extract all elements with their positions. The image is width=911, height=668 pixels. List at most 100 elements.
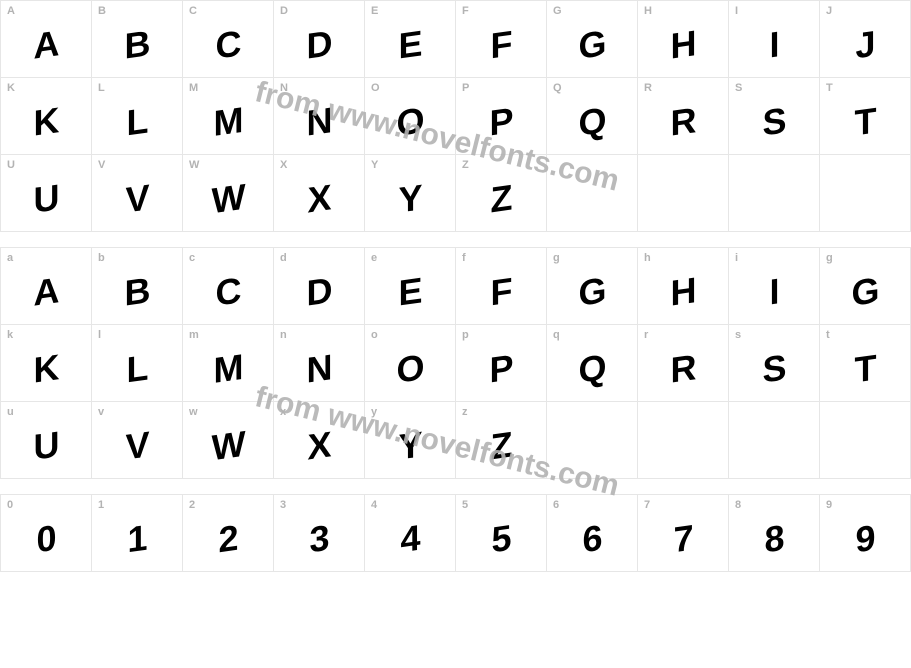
cell-label: V: [98, 159, 105, 171]
cell-label: U: [7, 159, 15, 171]
glyph-cell: [547, 155, 638, 232]
cell-label: 7: [644, 499, 650, 511]
glyph-cell: hh: [638, 248, 729, 325]
cell-glyph: k: [34, 346, 59, 392]
glyph-cell: kk: [1, 325, 92, 402]
glyph-cell: UU: [1, 155, 92, 232]
cell-glyph: h: [671, 269, 696, 315]
cell-glyph: b: [125, 269, 150, 315]
cell-label: s: [735, 329, 741, 341]
glyph-cell: WW: [183, 155, 274, 232]
cell-label: G: [553, 5, 562, 17]
cell-label: R: [644, 82, 652, 94]
glyph-cell: vv: [92, 402, 183, 479]
cell-glyph: K: [34, 99, 59, 145]
glyph-cell: MM: [183, 78, 274, 155]
cell-glyph: o: [396, 346, 423, 392]
glyph-cell: [547, 402, 638, 479]
cell-glyph: w: [212, 423, 245, 470]
cell-glyph: O: [396, 99, 423, 145]
cell-glyph: D: [307, 22, 332, 68]
cell-glyph: 6: [582, 517, 601, 562]
cell-label: o: [371, 329, 378, 341]
glyph-cell: 33: [274, 495, 365, 572]
cell-label: x: [280, 406, 286, 418]
glyph-cell: QQ: [547, 78, 638, 155]
glyph-cell: [820, 402, 911, 479]
cell-glyph: Y: [398, 176, 421, 221]
cell-glyph: u: [34, 423, 59, 469]
glyph-cell: AA: [1, 1, 92, 78]
cell-label: 4: [371, 499, 377, 511]
glyph-cell: 22: [183, 495, 274, 572]
cell-label: Q: [553, 82, 562, 94]
cell-label: 8: [735, 499, 741, 511]
cell-label: K: [7, 82, 15, 94]
glyph-cell: [638, 155, 729, 232]
cell-glyph: E: [398, 22, 421, 67]
cell-glyph: Z: [491, 177, 512, 222]
cell-label: i: [735, 252, 738, 264]
glyph-cell: XX: [274, 155, 365, 232]
cell-glyph: 8: [764, 517, 783, 562]
cell-label: I: [735, 5, 738, 17]
glyph-cell: ll: [92, 325, 183, 402]
glyph-cell: [638, 402, 729, 479]
cell-label: Z: [462, 159, 469, 171]
glyph-cell: [729, 155, 820, 232]
glyph-cell: mm: [183, 325, 274, 402]
cell-label: H: [644, 5, 652, 17]
cell-glyph: v: [125, 423, 148, 468]
cell-glyph: x: [307, 423, 330, 468]
cell-glyph: F: [491, 23, 512, 68]
glyph-cell: ZZ: [456, 155, 547, 232]
cell-glyph: A: [34, 22, 59, 68]
cell-glyph: T: [855, 100, 876, 145]
cell-glyph: g: [851, 269, 878, 315]
glyph-cell: VV: [92, 155, 183, 232]
cell-glyph: 1: [127, 517, 146, 562]
glyph-cell: BB: [92, 1, 183, 78]
cell-label: d: [280, 252, 287, 264]
glyph-cell: tt: [820, 325, 911, 402]
glyph-cell: ee: [365, 248, 456, 325]
cell-glyph: y: [398, 423, 421, 468]
cell-label: 6: [553, 499, 559, 511]
cell-glyph: X: [307, 176, 330, 221]
cell-glyph: t: [855, 347, 876, 392]
cell-glyph: V: [125, 176, 148, 221]
glyph-cell: nn: [274, 325, 365, 402]
section-gap: [0, 232, 911, 247]
cell-label: W: [189, 159, 199, 171]
cell-label: y: [371, 406, 377, 418]
cell-glyph: 0: [36, 517, 55, 562]
cell-label: P: [462, 82, 469, 94]
glyph-cell: TT: [820, 78, 911, 155]
glyph-cell: uu: [1, 402, 92, 479]
glyph-cell: dd: [274, 248, 365, 325]
glyph-cell: zz: [456, 402, 547, 479]
cell-label: u: [7, 406, 14, 418]
glyph-cell: rr: [638, 325, 729, 402]
glyph-cell: PP: [456, 78, 547, 155]
cell-label: r: [644, 329, 648, 341]
section-gap: [0, 479, 911, 494]
glyph-cell: oo: [365, 325, 456, 402]
glyph-cell: 55: [456, 495, 547, 572]
cell-label: 2: [189, 499, 195, 511]
cell-label: M: [189, 82, 198, 94]
glyph-cell: bb: [92, 248, 183, 325]
digits-grid: 00112233445566778899: [0, 494, 911, 572]
cell-label: g: [553, 252, 560, 264]
cell-label: b: [98, 252, 105, 264]
glyph-cell: 99: [820, 495, 911, 572]
glyph-cell: ss: [729, 325, 820, 402]
glyph-cell: aa: [1, 248, 92, 325]
glyph-cell: ii: [729, 248, 820, 325]
cell-glyph: W: [212, 176, 245, 223]
glyph-cell: LL: [92, 78, 183, 155]
cell-glyph: C: [216, 22, 241, 68]
glyph-cell: yy: [365, 402, 456, 479]
glyph-cell: SS: [729, 78, 820, 155]
cell-label: T: [826, 82, 833, 94]
